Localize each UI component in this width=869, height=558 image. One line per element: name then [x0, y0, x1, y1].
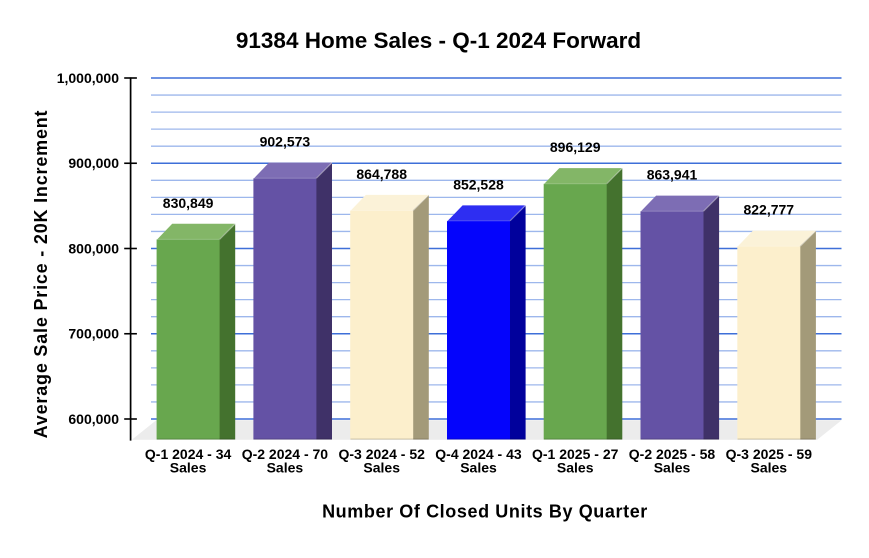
svg-text:Sales: Sales [170, 459, 207, 475]
svg-text:Q-3 2024 - 52: Q-3 2024 - 52 [339, 446, 426, 462]
svg-text:600,000: 600,000 [68, 411, 119, 427]
svg-text:Sales: Sales [267, 459, 304, 475]
svg-text:852,528: 852,528 [453, 176, 504, 192]
svg-text:Q-1 2025 - 27: Q-1 2025 - 27 [532, 446, 619, 462]
svg-text:91384 Home Sales - Q-1 2024 Fo: 91384 Home Sales - Q-1 2024 Forward [236, 28, 641, 53]
svg-text:830,849: 830,849 [163, 195, 214, 211]
svg-text:Q-4 2024 - 43: Q-4 2024 - 43 [435, 446, 522, 462]
svg-text:Q-2 2024 - 70: Q-2 2024 - 70 [242, 446, 329, 462]
svg-text:902,573: 902,573 [260, 134, 311, 150]
svg-text:864,788: 864,788 [356, 166, 407, 182]
svg-text:Sales: Sales [363, 459, 400, 475]
svg-text:800,000: 800,000 [68, 240, 119, 256]
svg-text:700,000: 700,000 [68, 326, 119, 342]
svg-text:1,000,000: 1,000,000 [57, 70, 119, 86]
svg-text:Average Sale Price - 20K Incre: Average Sale Price - 20K Increment [31, 110, 51, 439]
svg-text:Sales: Sales [460, 459, 497, 475]
svg-text:Sales: Sales [557, 459, 594, 475]
svg-text:896,129: 896,129 [550, 139, 601, 155]
svg-text:Sales: Sales [751, 459, 788, 475]
svg-text:Sales: Sales [654, 459, 691, 475]
svg-text:863,941: 863,941 [647, 167, 698, 183]
svg-text:Q-3 2025 - 59: Q-3 2025 - 59 [726, 446, 813, 462]
svg-text:Number Of Closed Units By Quar: Number Of Closed Units By Quarter [322, 502, 648, 522]
svg-text:Q-2 2025 - 58: Q-2 2025 - 58 [629, 446, 716, 462]
svg-text:822,777: 822,777 [743, 202, 794, 218]
svg-text:900,000: 900,000 [68, 155, 119, 171]
svg-text:Q-1 2024 - 34: Q-1 2024 - 34 [145, 446, 232, 462]
